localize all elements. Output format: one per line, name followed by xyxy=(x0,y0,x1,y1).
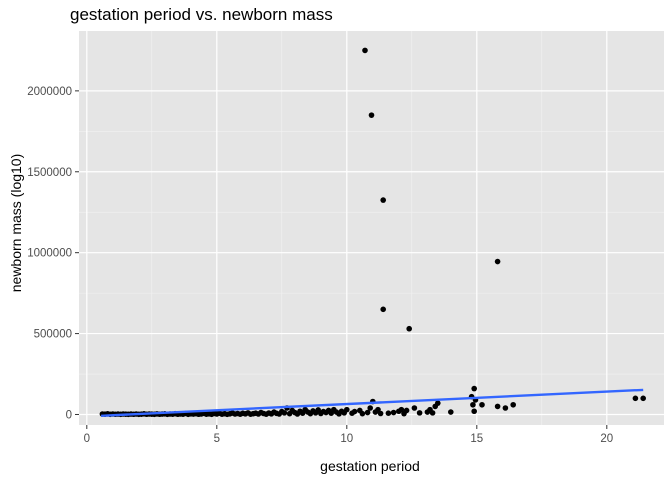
data-point xyxy=(416,410,423,416)
y-axis-title: newborn mass (log10) xyxy=(8,154,24,293)
y-tick-label: 0 xyxy=(66,409,72,421)
data-point xyxy=(510,401,516,408)
y-axis-ticks: 0 500000 1000000 1500000 2000000 xyxy=(27,86,79,421)
data-point xyxy=(359,410,366,417)
data-point xyxy=(380,306,387,313)
x-tick-label: 15 xyxy=(470,433,483,445)
data-point xyxy=(367,405,374,411)
data-point xyxy=(471,408,478,415)
data-point xyxy=(385,410,392,416)
data-point xyxy=(281,410,288,416)
data-point xyxy=(470,401,476,408)
data-point xyxy=(344,406,350,413)
data-point xyxy=(390,409,397,416)
data-point xyxy=(398,406,405,413)
data-point xyxy=(435,400,441,406)
data-point xyxy=(640,395,646,402)
data-point xyxy=(377,410,384,417)
plot-panel xyxy=(79,31,664,425)
data-point xyxy=(471,385,478,392)
data-point xyxy=(494,403,501,410)
data-point xyxy=(411,405,418,411)
y-tick-label: 2000000 xyxy=(27,86,72,98)
y-tick-label: 1500000 xyxy=(27,167,72,179)
data-point xyxy=(502,405,509,411)
x-tick-label: 20 xyxy=(600,433,613,445)
data-point xyxy=(368,112,375,118)
x-tick-label: 0 xyxy=(84,433,90,445)
grid-minor xyxy=(79,31,664,425)
y-tick-label: 1000000 xyxy=(27,248,72,260)
x-axis-title: gestation period xyxy=(320,458,420,474)
x-tick-label: 10 xyxy=(340,433,353,445)
data-point xyxy=(351,408,358,415)
data-point xyxy=(380,197,387,203)
data-point xyxy=(494,258,501,265)
data-point xyxy=(448,409,454,415)
x-axis-ticks: 0 5 10 15 20 xyxy=(84,425,613,445)
data-point xyxy=(429,410,436,416)
trend-line xyxy=(101,388,644,417)
x-tick-label: 5 xyxy=(214,433,220,445)
data-point xyxy=(479,401,485,408)
chart-title: gestation period vs. newborn mass xyxy=(70,5,333,24)
data-point xyxy=(362,47,368,54)
data-point xyxy=(364,409,371,416)
data-point xyxy=(632,395,639,402)
data-point xyxy=(406,325,413,332)
y-tick-label: 500000 xyxy=(34,329,72,341)
data-point xyxy=(403,407,410,414)
